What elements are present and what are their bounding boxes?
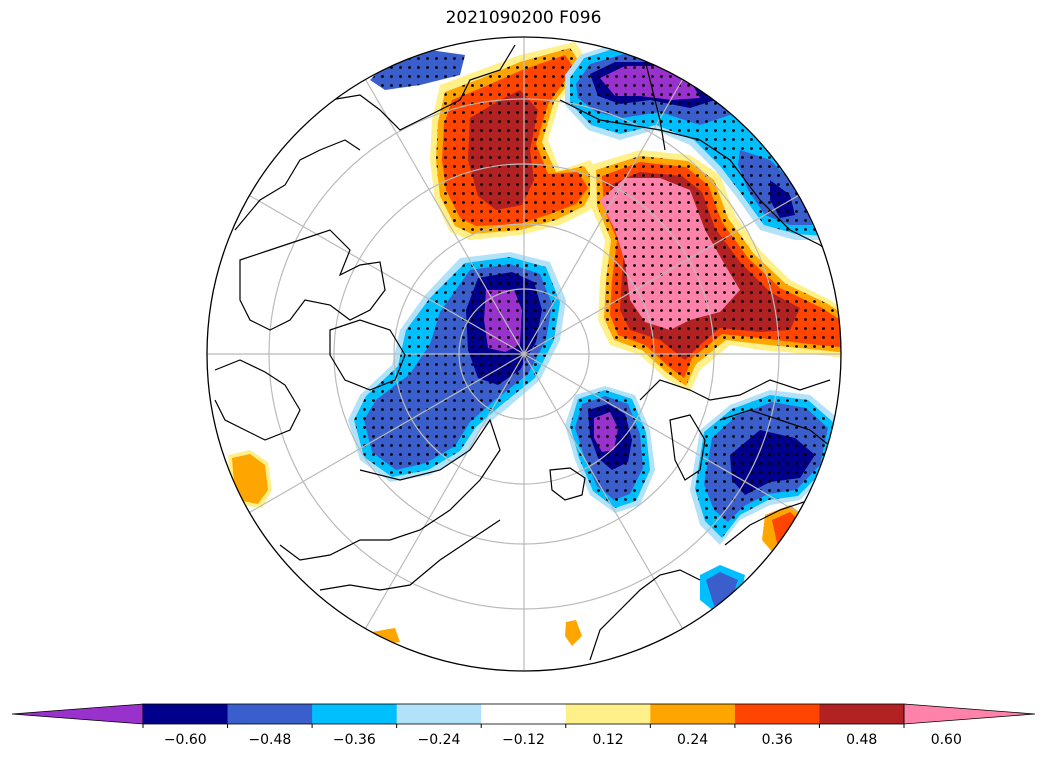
coastline-alaska bbox=[299, 44, 516, 131]
coastline-siberia bbox=[559, 99, 841, 261]
colorbar-tick-label: 0.60 bbox=[931, 732, 962, 748]
map-disk-content bbox=[207, 37, 841, 671]
anomaly-atlantic bbox=[565, 386, 655, 513]
colorbar-extend-high bbox=[903, 703, 1036, 725]
colorbar-ticks: −0.60 −0.48 −0.36 −0.24 −0.12 0.12 0.24 0.36 0.4… bbox=[142, 724, 962, 748]
coastline-russia-north bbox=[639, 379, 831, 401]
colorbar-tick-label: 0.48 bbox=[846, 732, 877, 748]
colorbar-box bbox=[396, 704, 482, 724]
coastline-alaska-west bbox=[234, 139, 361, 231]
colorbar-box bbox=[481, 704, 567, 724]
coastline-hudson bbox=[214, 359, 301, 441]
colorbar: −0.60 −0.48 −0.36 −0.24 −0.12 0.12 0.24 0.36 0.4… bbox=[11, 703, 1036, 748]
colorbar-tick-label: 0.36 bbox=[762, 732, 793, 748]
colorbar-tick-label: −0.36 bbox=[333, 732, 376, 748]
colorbar-box bbox=[819, 704, 905, 724]
anomaly-europe bbox=[690, 390, 840, 545]
colorbar-frame bbox=[142, 703, 905, 725]
anomaly-small-patches bbox=[228, 450, 810, 646]
colorbar-box bbox=[143, 704, 229, 724]
colorbar-box bbox=[734, 704, 820, 724]
colorbar-boxes bbox=[11, 703, 1036, 725]
colorbar-tick-label: −0.60 bbox=[164, 732, 207, 748]
coastline-canada-archipelago bbox=[239, 229, 386, 331]
anomaly-north-pacific bbox=[430, 42, 605, 240]
colorbar-tick-label: −0.24 bbox=[417, 732, 460, 748]
colorbar-tick-label: 0.12 bbox=[592, 732, 623, 748]
colorbar-box bbox=[227, 704, 313, 724]
coastline-greenland-south bbox=[319, 519, 501, 591]
colorbar-extend-low bbox=[11, 703, 144, 725]
coastline-scandinavia bbox=[589, 569, 701, 661]
map-boundary bbox=[206, 36, 842, 672]
colorbar-tick-label: −0.48 bbox=[248, 732, 291, 748]
map-title: 2021090200 F096 bbox=[445, 8, 602, 28]
polar-map bbox=[206, 36, 842, 672]
coastline-iceland bbox=[549, 467, 586, 501]
colorbar-tick-label: −0.12 bbox=[502, 732, 545, 748]
coastline-novaya-zemlya bbox=[669, 414, 706, 481]
colorbar-box bbox=[312, 704, 398, 724]
coastlines bbox=[214, 39, 841, 661]
graticule bbox=[207, 37, 841, 671]
coastline-greenland bbox=[279, 418, 501, 561]
coastline-canada-islands bbox=[329, 319, 406, 391]
meridian-line bbox=[364, 79, 684, 629]
colorbar-box bbox=[565, 704, 651, 724]
colorbar-tick-label: 0.24 bbox=[677, 732, 708, 748]
colorbar-box bbox=[650, 704, 736, 724]
